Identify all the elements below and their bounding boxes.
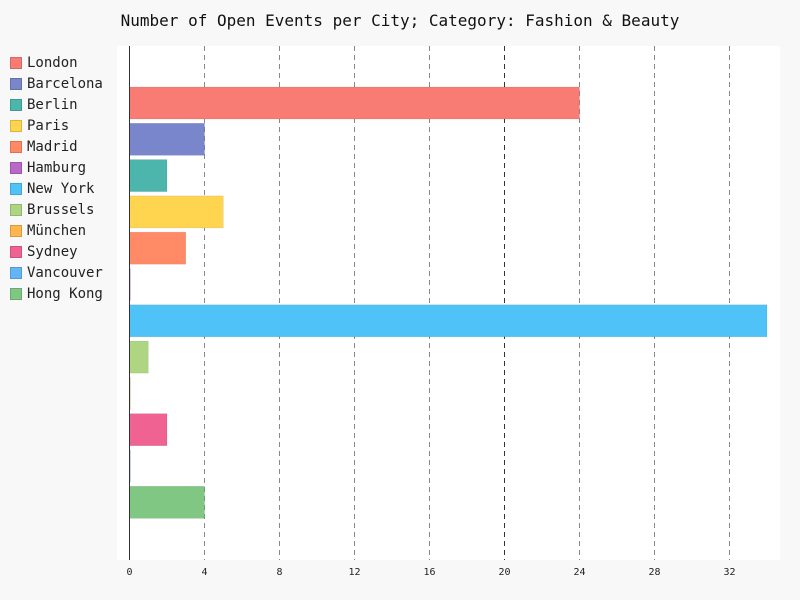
legend-swatch [10,182,22,195]
chart-title: Number of Open Events per City; Category… [121,11,680,30]
legend-label: Madrid [27,138,78,155]
bar-berlin[interactable] [129,159,168,192]
x-tick-label: 32 [723,567,735,578]
bar-barcelona[interactable] [129,123,205,156]
legend-item[interactable]: London [10,52,103,73]
grid-lines [204,46,730,560]
x-tick-labels: 0 4 8 12 16 20 24 28 32 [126,567,735,578]
legend: London Barcelona Berlin Paris Madrid Hamburg N… [10,52,103,304]
legend-swatch [10,98,22,111]
legend-label: Hong Kong [27,285,103,302]
legend-label: Paris [27,117,70,134]
legend-item[interactable]: München [10,220,103,241]
bar-paris[interactable] [129,195,224,229]
legend-label: London [27,54,78,71]
legend-label: Sydney [27,243,78,260]
legend-swatch [10,56,22,69]
x-tick-label: 12 [348,567,360,578]
bar-new-york[interactable] [129,304,768,338]
x-tick-label: 20 [498,567,510,578]
legend-item[interactable]: Sydney [10,241,103,262]
legend-swatch [10,266,22,279]
x-tick-label: 24 [573,567,585,578]
legend-item[interactable]: New York [10,178,103,199]
legend-label: Hamburg [27,159,87,176]
legend-swatch [10,161,22,174]
legend-swatch [10,245,22,258]
legend-label: New York [27,180,95,197]
legend-item[interactable]: Barcelona [10,73,103,94]
legend-label: Vancouver [27,264,103,281]
legend-swatch [10,287,22,300]
legend-label: Brussels [27,201,95,218]
legend-item[interactable]: Hong Kong [10,283,103,304]
bar-brussels[interactable] [129,340,149,374]
legend-label: München [27,222,87,239]
x-tick-label: 16 [423,567,435,578]
x-tick-label: 0 [126,567,132,578]
bars [129,86,768,519]
legend-swatch [10,203,22,216]
x-tick-label: 8 [276,567,282,578]
legend-swatch [10,119,22,132]
legend-label: Berlin [27,96,78,113]
bar-sydney[interactable] [129,413,168,447]
legend-swatch [10,77,22,90]
bar-hong-kong[interactable] [129,485,205,519]
legend-swatch [10,224,22,237]
legend-item[interactable]: Berlin [10,94,103,115]
legend-swatch [10,140,22,153]
x-tick-label: 4 [201,567,207,578]
legend-item[interactable]: Madrid [10,136,103,157]
legend-item[interactable]: Vancouver [10,262,103,283]
legend-item[interactable]: Paris [10,115,103,136]
bar-london[interactable] [129,86,580,120]
legend-item[interactable]: Brussels [10,199,103,220]
plot-background [117,46,780,560]
bar-madrid[interactable] [129,231,187,265]
legend-item[interactable]: Hamburg [10,157,103,178]
legend-label: Barcelona [27,75,103,92]
x-tick-label: 28 [648,567,660,578]
